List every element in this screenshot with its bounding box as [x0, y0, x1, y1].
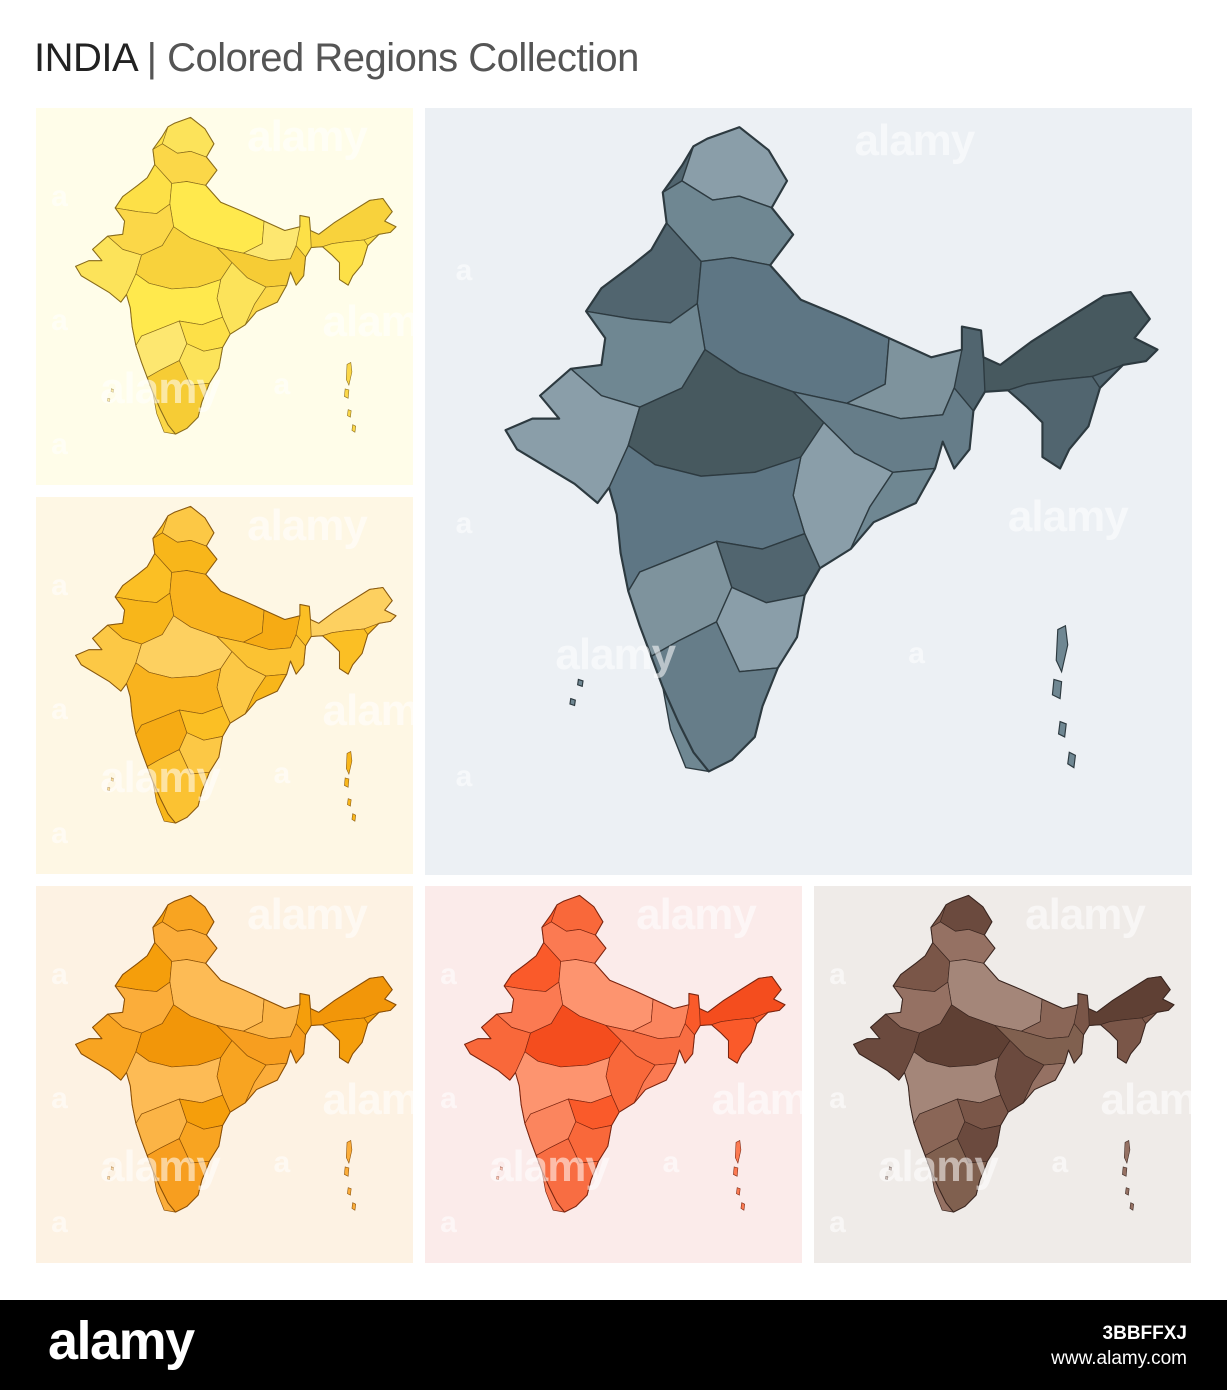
india-map	[504, 126, 1159, 773]
island-3	[1125, 1187, 1130, 1196]
india-map	[75, 894, 397, 1213]
island-6	[569, 697, 576, 707]
island-1	[345, 1140, 353, 1164]
island-4	[1067, 751, 1077, 769]
title-separator: |	[146, 36, 157, 80]
island-3	[347, 798, 352, 807]
region-19	[711, 1017, 758, 1064]
island-3	[347, 409, 352, 418]
country-border	[75, 116, 397, 435]
india-map	[853, 894, 1175, 1213]
island-5	[499, 1166, 503, 1171]
island-5	[576, 678, 584, 688]
country-border	[853, 894, 1175, 1213]
title-subtitle: Colored Regions Collection	[167, 36, 639, 80]
island-1	[345, 751, 353, 775]
region-18	[982, 291, 1159, 393]
india-map	[75, 116, 397, 435]
island-5	[888, 1166, 892, 1171]
island-6	[106, 397, 111, 403]
region-18	[310, 587, 397, 637]
site-url: www.alamy.com	[1051, 1348, 1187, 1369]
island-2	[1122, 1166, 1128, 1177]
island-4	[351, 424, 357, 433]
region-18	[310, 198, 397, 248]
island-2	[344, 388, 350, 399]
country-border	[504, 126, 1159, 773]
image-id: 3BBFFXJ	[1102, 1323, 1187, 1344]
title-country: INDIA	[34, 36, 136, 80]
region-19	[322, 239, 369, 286]
region-18	[310, 976, 397, 1026]
island-4	[740, 1202, 746, 1211]
country-border	[75, 894, 397, 1213]
map-panel-slate-large: alamy alamy alamy a a a a	[425, 108, 1192, 875]
island-4	[351, 813, 357, 822]
page-title: INDIA | Colored Regions Collection	[34, 34, 639, 82]
island-4	[1129, 1202, 1135, 1211]
island-4	[351, 1202, 357, 1211]
india-map	[464, 894, 786, 1213]
island-3	[1057, 720, 1067, 738]
island-5	[110, 1166, 114, 1171]
island-3	[347, 1187, 352, 1196]
india-map	[75, 505, 397, 824]
island-6	[106, 1175, 111, 1181]
island-1	[345, 362, 353, 386]
region-19	[322, 628, 369, 675]
island-2	[1051, 678, 1063, 700]
region-19	[1007, 375, 1101, 470]
region-18	[699, 976, 786, 1026]
island-2	[344, 1166, 350, 1177]
island-2	[733, 1166, 739, 1177]
region-18	[1088, 976, 1175, 1026]
island-1	[1055, 624, 1069, 674]
region-19	[1100, 1017, 1147, 1064]
island-5	[110, 388, 114, 393]
island-1	[1123, 1140, 1131, 1164]
island-6	[106, 786, 111, 792]
island-2	[344, 777, 350, 788]
island-5	[110, 777, 114, 782]
country-border	[464, 894, 786, 1213]
alamy-logo: alamy	[48, 1311, 195, 1371]
country-border	[75, 505, 397, 824]
island-3	[736, 1187, 741, 1196]
island-6	[884, 1175, 889, 1181]
island-6	[495, 1175, 500, 1181]
region-19	[322, 1017, 369, 1064]
island-1	[734, 1140, 742, 1164]
watermark-footer-bar: alamy 3BBFFXJ www.alamy.com	[0, 1300, 1227, 1390]
